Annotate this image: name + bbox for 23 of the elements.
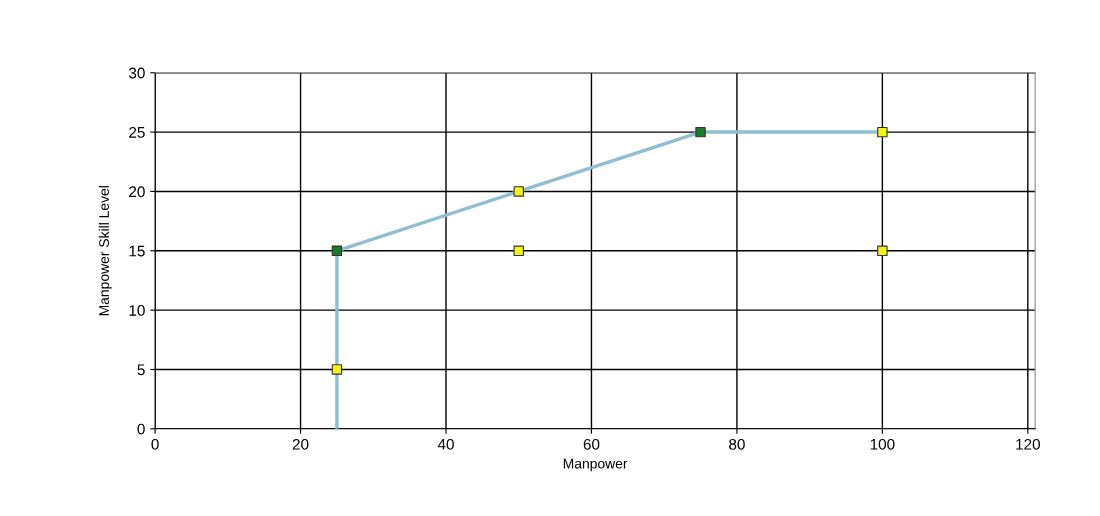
y-tick-label: 5 [137, 364, 145, 376]
x-tick-label: 120 [1016, 438, 1040, 450]
point [331, 364, 343, 375]
y-tick-label: 25 [129, 126, 145, 138]
y-tick-label: 0 [137, 423, 145, 435]
x-axis-title: Manpower [563, 458, 628, 472]
x-tick-label: 60 [583, 438, 600, 450]
point [331, 245, 343, 256]
point [877, 126, 888, 138]
y-tick-label: 15 [129, 245, 145, 257]
point [513, 186, 524, 197]
x-tick-label: 40 [437, 438, 454, 450]
point [695, 126, 706, 138]
x-tick-label: 0 [151, 438, 159, 450]
x-tick-label: 100 [870, 438, 895, 450]
point [877, 245, 888, 256]
y-tick-label: 20 [129, 186, 145, 198]
point [513, 245, 524, 256]
y-axis-title: Manpower Skill Level [98, 186, 112, 316]
x-tick-label: 80 [729, 438, 745, 450]
x-tick-label: 20 [292, 438, 309, 450]
y-tick-label: 30 [128, 67, 145, 79]
y-tick-label: 10 [129, 304, 145, 316]
